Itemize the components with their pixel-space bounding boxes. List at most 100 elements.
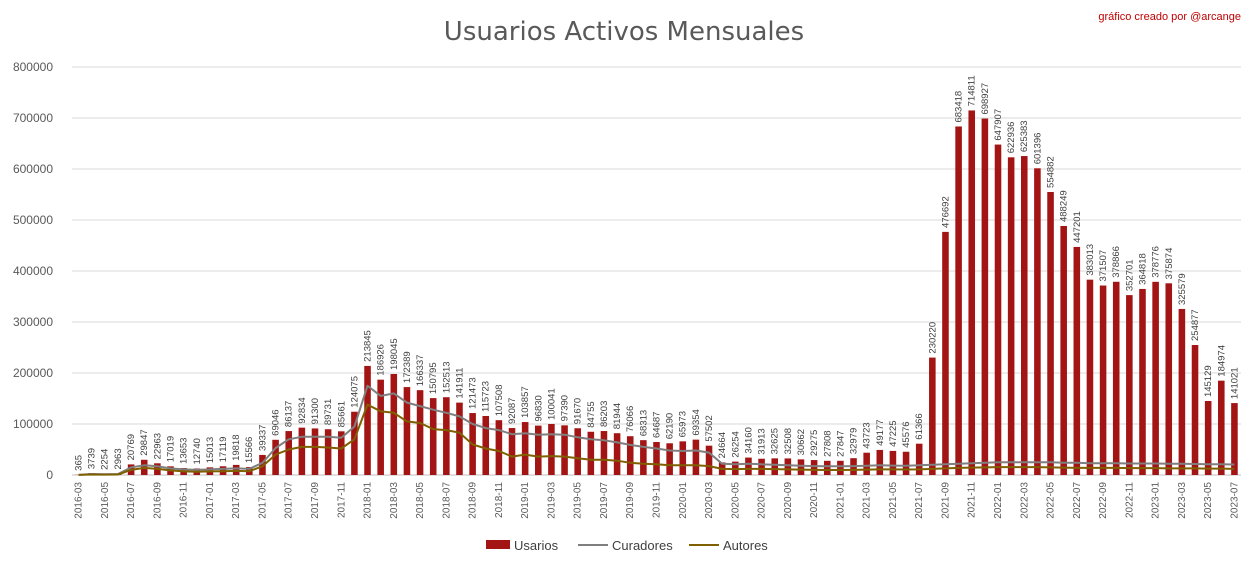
bar xyxy=(863,452,870,475)
data-label: 124075 xyxy=(349,376,360,408)
y-tick-label: 500000 xyxy=(13,213,53,227)
data-label: 97390 xyxy=(560,395,571,421)
bar xyxy=(298,427,306,475)
bar xyxy=(613,433,621,475)
x-tick-label: 2022-09 xyxy=(1098,482,1109,519)
bar xyxy=(403,387,411,475)
y-tick-label: 200000 xyxy=(13,366,53,380)
data-label: 150795 xyxy=(428,362,439,394)
x-tick-label: 2021-09 xyxy=(941,482,952,519)
data-label: 27847 xyxy=(835,430,846,456)
data-label: 32979 xyxy=(848,428,859,454)
data-label: 103857 xyxy=(520,386,531,418)
data-label: 92834 xyxy=(297,397,308,423)
data-label: 64687 xyxy=(652,412,663,438)
data-label: 31913 xyxy=(757,428,768,454)
data-label: 39337 xyxy=(258,425,269,451)
data-label: 115723 xyxy=(481,381,492,412)
bar xyxy=(968,110,976,476)
x-tick-label: 2018-07 xyxy=(441,482,452,519)
bar xyxy=(692,439,700,475)
x-tick-label: 2017-07 xyxy=(284,482,295,519)
data-label: 17019 xyxy=(166,436,177,462)
data-label: 86137 xyxy=(284,401,295,427)
bar xyxy=(955,126,962,475)
data-label: 86203 xyxy=(599,401,610,427)
data-label: 84755 xyxy=(586,401,597,427)
data-label: 15013 xyxy=(205,437,216,463)
bar xyxy=(771,458,778,475)
data-label: 100041 xyxy=(546,388,557,420)
bar xyxy=(456,402,463,475)
bar xyxy=(495,420,503,475)
y-tick-label: 700000 xyxy=(13,111,53,125)
data-label: 371507 xyxy=(1098,250,1109,282)
x-tick-label: 2019-05 xyxy=(573,482,584,519)
data-label: 30662 xyxy=(796,429,807,455)
y-tick-label: 100000 xyxy=(13,417,53,431)
x-tick-label: 2016-05 xyxy=(100,482,111,519)
x-tick-label: 2023-05 xyxy=(1203,482,1214,519)
data-label: 254877 xyxy=(1190,309,1201,341)
data-label: 488249 xyxy=(1059,190,1070,222)
x-tick-label: 2017-05 xyxy=(258,482,269,519)
x-tick-label: 2023-03 xyxy=(1177,482,1188,519)
data-label: 476692 xyxy=(940,196,951,228)
data-label: 378776 xyxy=(1151,246,1162,278)
bar xyxy=(311,428,319,475)
data-label: 69046 xyxy=(271,409,282,435)
bar xyxy=(1231,403,1238,475)
bar xyxy=(324,429,332,475)
bar xyxy=(1007,157,1015,475)
data-label: 172389 xyxy=(402,351,413,383)
bar xyxy=(364,365,371,475)
data-label: 186926 xyxy=(376,344,387,376)
bar xyxy=(981,118,989,475)
bar xyxy=(377,379,384,475)
data-label: 32508 xyxy=(783,428,794,454)
x-tick-label: 2019-07 xyxy=(599,482,610,519)
data-label: 647907 xyxy=(993,109,1004,141)
data-label: 141021 xyxy=(1229,367,1240,399)
data-label: 20769 xyxy=(126,434,137,460)
data-label: 383013 xyxy=(1085,244,1096,276)
bar xyxy=(1034,168,1041,476)
bar xyxy=(259,454,266,475)
x-tick-label: 2018-01 xyxy=(363,482,374,519)
y-axis: 0 100000 200000 300000 400000 500000 600000 700… xyxy=(13,60,53,482)
x-tick-label: 2018-05 xyxy=(415,482,426,519)
data-label: 92087 xyxy=(507,398,518,424)
data-label: 89731 xyxy=(323,399,334,425)
bar xyxy=(1152,281,1159,475)
data-label: 65973 xyxy=(678,411,689,437)
gridlines xyxy=(72,66,1241,476)
data-label: 145129 xyxy=(1203,365,1214,397)
x-tick-label: 2019-03 xyxy=(546,482,557,519)
bar xyxy=(390,373,398,475)
x-tick-label: 2018-09 xyxy=(468,482,479,519)
data-label: 378866 xyxy=(1111,246,1122,278)
x-tick-label: 2022-05 xyxy=(1046,482,1057,519)
data-label: 3739 xyxy=(87,448,98,469)
bar xyxy=(942,231,949,475)
data-label: 325579 xyxy=(1177,273,1188,305)
data-label: 625383 xyxy=(1019,120,1030,152)
data-label: 166337 xyxy=(415,355,426,387)
bar xyxy=(810,460,818,475)
bar xyxy=(823,460,831,475)
x-tick-label: 2020-09 xyxy=(783,482,794,519)
x-tick-label: 2017-03 xyxy=(231,482,242,519)
bar xyxy=(1204,400,1212,475)
x-tick-label: 2016-11 xyxy=(179,482,190,518)
y-tick-label: 0 xyxy=(46,468,53,482)
bar xyxy=(1047,192,1054,475)
bar xyxy=(521,422,529,475)
bar xyxy=(535,425,542,475)
data-label: 2963 xyxy=(113,448,124,469)
x-tick-label: 2021-05 xyxy=(888,482,899,519)
bar xyxy=(443,397,450,475)
bar xyxy=(337,431,345,475)
x-tick-label: 2016-03 xyxy=(74,482,85,519)
x-tick-label: 2023-01 xyxy=(1151,482,1162,519)
